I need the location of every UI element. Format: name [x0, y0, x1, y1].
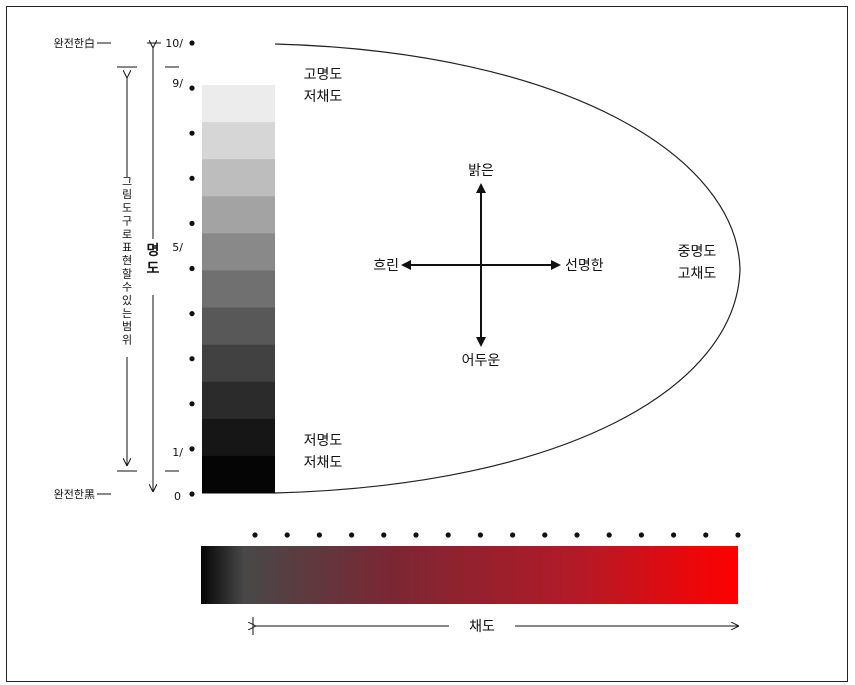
region-low-value-label: 저명도: [304, 433, 343, 449]
region-high-value-label: 고명도: [304, 67, 343, 83]
chroma-dot: [413, 532, 419, 538]
chroma-dot: [381, 532, 387, 538]
tick-label-lower: 1/: [172, 446, 183, 459]
gray-scale: [202, 85, 275, 494]
gray-swatch: [202, 85, 275, 123]
chroma-dot: [671, 532, 677, 538]
chroma-dots: [252, 532, 741, 538]
value-dot: [189, 491, 195, 497]
gray-swatch: [202, 270, 275, 309]
tick-label-top: 10/: [165, 37, 183, 50]
value-dot: [189, 446, 195, 452]
gray-swatch: [202, 307, 275, 346]
gray-swatch: [202, 381, 275, 420]
gray-swatch: [202, 233, 275, 271]
gray-swatch: [202, 159, 275, 197]
region-mid-value-chroma-label: 고채도: [678, 266, 717, 282]
top-extreme-label: 완전한白: [54, 36, 95, 50]
value-dot: [189, 40, 195, 46]
chroma-dot: [445, 532, 451, 538]
chroma-dot: [542, 532, 548, 538]
value-dot: [189, 85, 195, 91]
chroma-dot: [477, 532, 483, 538]
gray-swatch: [202, 196, 275, 234]
compass-left-label: 흐린: [373, 258, 399, 274]
value-dots: [189, 40, 195, 497]
chroma-dot: [606, 532, 612, 538]
chroma-gradient-bar: [201, 546, 738, 604]
compass-up-label: 밝은: [468, 163, 494, 179]
chroma-axis-label: 채도: [469, 619, 495, 635]
region-high-value-chroma-label: 저채도: [304, 89, 343, 105]
value-dot: [189, 356, 195, 362]
compass-down-label: 어두운: [462, 353, 501, 369]
gray-swatch: [202, 418, 275, 457]
value-dot: [189, 401, 195, 407]
value-dot: [189, 220, 195, 226]
gray-swatch: [202, 455, 275, 494]
gray-swatch: [202, 122, 275, 160]
chroma-dot: [735, 532, 741, 538]
chroma-dot: [316, 532, 322, 538]
value-dot: [189, 311, 195, 317]
bottom-extreme-label: 완전한黑: [54, 488, 95, 501]
value-dot: [189, 175, 195, 181]
region-low-value-chroma-label: 저채도: [304, 455, 343, 471]
tick-label-upper: 9/: [172, 77, 183, 90]
value-dot: [189, 130, 195, 136]
tick-label-middle: 5/: [172, 241, 183, 254]
chroma-dot: [252, 532, 258, 538]
gray-swatch: [202, 344, 275, 383]
color-gamut-outline: [274, 43, 741, 494]
tick-label-bottom: 0: [174, 490, 181, 503]
chroma-dot: [703, 532, 709, 538]
chroma-dot: [638, 532, 645, 538]
chroma-dot: [574, 532, 580, 538]
compass-right-label: 선명한: [565, 258, 604, 274]
chroma-dot: [349, 532, 355, 538]
value-dot: [189, 265, 195, 272]
chroma-dot: [510, 532, 516, 538]
chroma-dot: [284, 532, 290, 538]
region-mid-value-label: 중명도: [678, 244, 717, 260]
